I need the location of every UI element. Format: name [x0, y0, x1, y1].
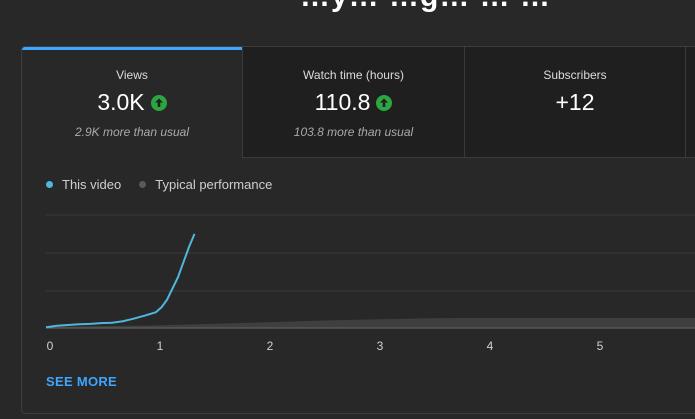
x-tick-label: 3	[377, 339, 384, 353]
realtime-analytics-card: Views 3.0K 2.9K more than usual Watch ti…	[21, 46, 695, 414]
tab-label: Watch time (hours)	[303, 68, 404, 82]
views-chart: 0 1 2 3 4 5	[46, 214, 695, 353]
legend-typical: Typical performance	[139, 177, 272, 192]
tab-value: 3.0K	[97, 89, 145, 115]
x-tick-label: 5	[597, 339, 604, 353]
tab-subtext: 2.9K more than usual	[74, 125, 190, 139]
metric-tabs: Views 3.0K 2.9K more than usual Watch ti…	[22, 47, 695, 158]
legend-dot-typical	[139, 181, 147, 188]
legend-label: Typical performance	[155, 177, 273, 192]
x-tick-label: 2	[267, 339, 274, 353]
tab-more[interactable]	[686, 47, 695, 158]
tab-subscribers[interactable]: Subscribers +12	[465, 47, 686, 158]
video-title: …y… …g… … …	[300, 0, 551, 14]
legend-this-video: This video	[46, 177, 121, 192]
tab-value: +12	[555, 89, 595, 115]
x-tick-label: 0	[47, 339, 54, 353]
chart-legend: This video Typical performance	[46, 177, 290, 192]
trend-up-icon	[376, 94, 393, 111]
see-more-link[interactable]: SEE MORE	[46, 374, 118, 389]
x-tick-label: 1	[157, 339, 164, 353]
tab-label: Views	[116, 68, 148, 82]
tab-subtext: 103.8 more than usual	[293, 125, 414, 139]
legend-dot-this-video	[46, 181, 53, 188]
trend-up-icon	[150, 94, 167, 111]
series-this-video	[46, 233, 196, 329]
legend-label: This video	[62, 177, 122, 192]
tab-value: 110.8	[314, 89, 371, 115]
tab-value-row: 110.8	[243, 89, 464, 116]
tab-label: Subscribers	[543, 68, 607, 82]
tab-value-row: +12	[465, 89, 685, 116]
x-tick-label: 4	[487, 339, 494, 353]
tab-watch-time[interactable]: Watch time (hours) 110.8 103.8 more than…	[243, 47, 465, 158]
series-typical-performance	[46, 317, 695, 328]
tab-views[interactable]: Views 3.0K 2.9K more than usual	[22, 47, 243, 158]
tab-value-row: 3.0K	[22, 89, 242, 116]
